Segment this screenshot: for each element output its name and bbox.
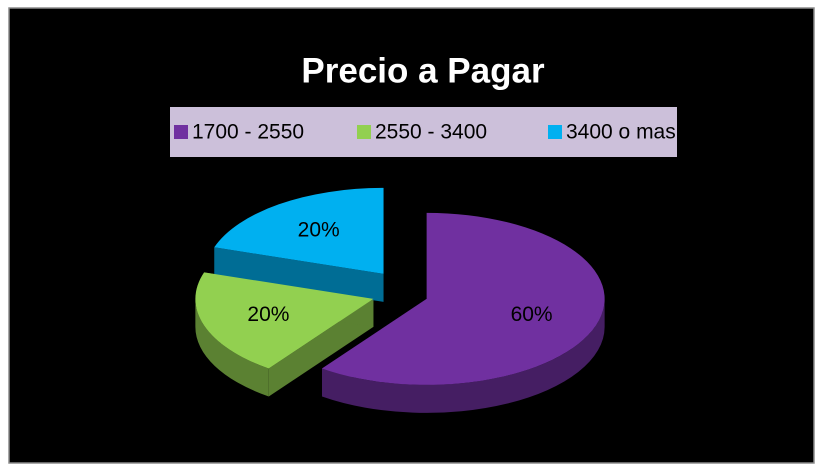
slice-side <box>214 247 384 302</box>
chart-title: Precio a Pagar <box>301 51 545 90</box>
legend-box <box>170 107 677 157</box>
legend-swatch <box>174 125 188 139</box>
legend-swatch <box>357 125 371 139</box>
legend-label: 1700 - 2550 <box>192 121 304 144</box>
data-label: 20% <box>247 303 289 326</box>
slice <box>322 212 605 385</box>
slice-side <box>195 298 269 397</box>
data-label: 60% <box>511 303 553 326</box>
legend-label: 2550 - 3400 <box>375 121 487 144</box>
slice-side <box>322 298 605 413</box>
slice <box>195 272 374 369</box>
data-label: 20% <box>298 218 340 241</box>
slice <box>214 187 384 274</box>
legend-swatch <box>548 125 562 139</box>
legend-label: 3400 o mas <box>566 121 676 144</box>
slice-side <box>268 298 374 397</box>
